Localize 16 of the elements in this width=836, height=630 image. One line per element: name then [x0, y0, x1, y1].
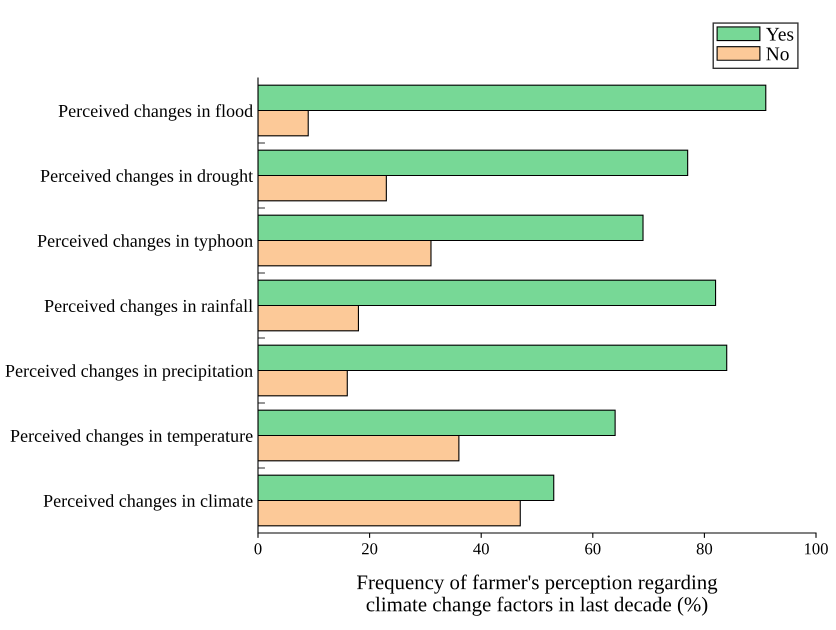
y-tick-label: Perceived changes in drought — [40, 169, 254, 186]
x-tick-label: 40 — [473, 543, 489, 554]
x-tick-label: 100 — [804, 543, 828, 554]
legend-label: No — [766, 48, 789, 60]
x-axis-title: Frequency of farmer's perception regarding climate change factors in last decade (%) — [356, 574, 718, 616]
x-tick-label: 0 — [254, 543, 262, 554]
y-tick-label: Perceived changes in typhoon — [38, 234, 253, 251]
x-tick-label: 60 — [585, 543, 600, 554]
y-tick-label: Perceived changes in precipitation — [5, 364, 253, 381]
legend-label: Yes — [766, 28, 794, 41]
y-tick-label: Perceived changes in flood — [58, 104, 253, 121]
y-tick-label: Perceived changes in climate — [44, 494, 253, 511]
x-tick-label: 80 — [696, 543, 712, 554]
x-tick-label: 20 — [362, 543, 378, 554]
y-tick-label: Perceived changes in temperature — [10, 429, 253, 446]
y-tick-label: Perceived changes in rainfall — [44, 299, 253, 316]
